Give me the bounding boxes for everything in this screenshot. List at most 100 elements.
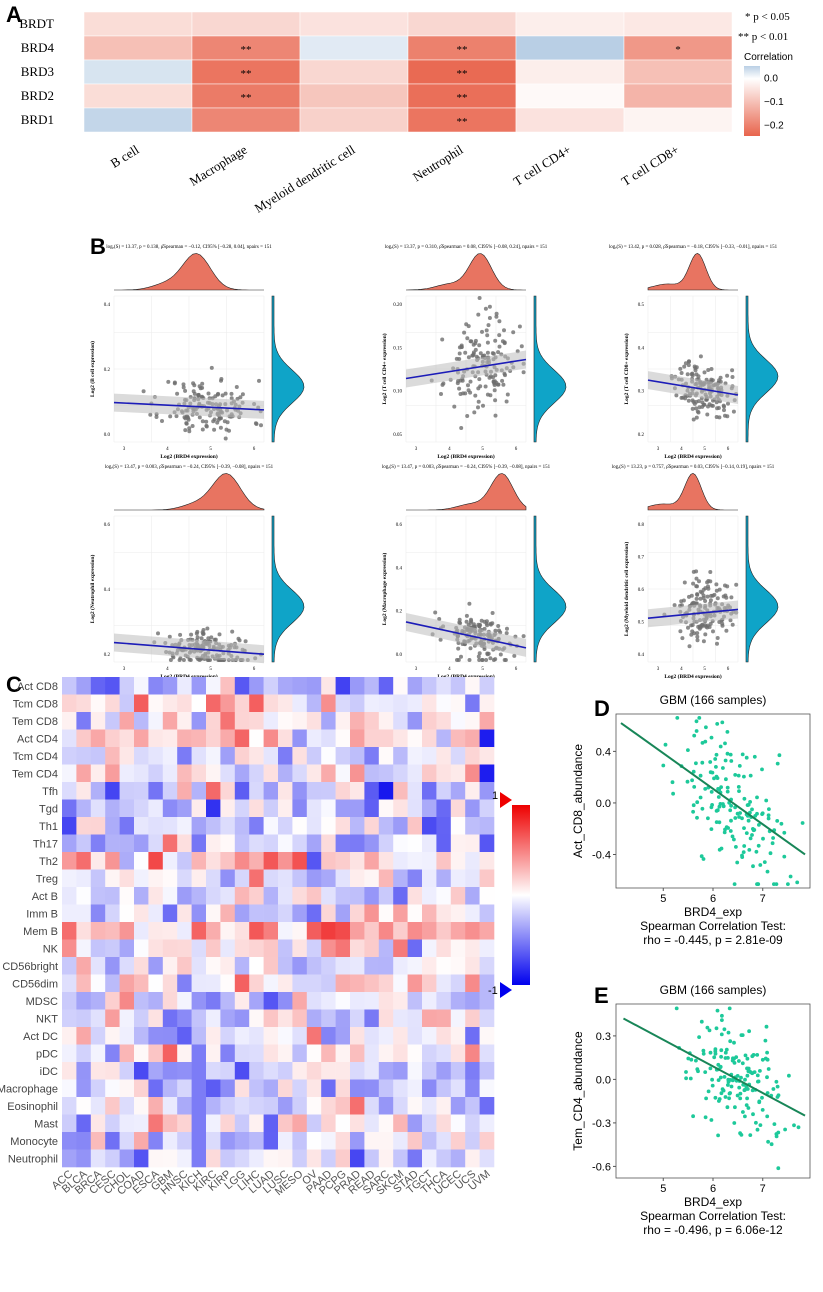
- b-data-point: [195, 629, 200, 634]
- c-heat-cell: [350, 1079, 365, 1098]
- c-heat-cell: [134, 729, 149, 748]
- e-fit-line: [622, 1017, 806, 1117]
- c-heat-cell: [450, 834, 466, 853]
- c-heat-cell: [234, 1044, 250, 1063]
- c-heat-cell: [436, 1062, 452, 1080]
- e-x-tick: 5: [660, 1183, 666, 1195]
- c-heat-cell: [119, 922, 135, 940]
- c-heat-cell: [177, 869, 192, 888]
- b-data-point: [209, 635, 214, 640]
- c-heat-cell: [465, 1027, 480, 1045]
- c-row-label: Tgd: [39, 804, 58, 816]
- c-heat-cell: [479, 799, 495, 818]
- c-heat-cell: [105, 1114, 120, 1133]
- c-heat-cell: [378, 817, 394, 835]
- b-data-point: [465, 414, 470, 418]
- d-y-tick: -0.4: [592, 849, 611, 861]
- b-data-point: [240, 392, 245, 397]
- d-data-point: [748, 773, 753, 778]
- b-data-point: [257, 378, 261, 383]
- c-heat-cell: [220, 677, 236, 695]
- c-heat-cell: [148, 1132, 164, 1150]
- c-heat-cell: [393, 1044, 408, 1063]
- panel-label-d: D: [594, 696, 610, 721]
- d-y-tick: 0.4: [596, 746, 611, 758]
- a-heat-cell: [83, 11, 193, 37]
- c-heat-cell: [465, 1149, 480, 1168]
- d-data-point: [740, 816, 744, 821]
- b-y-tick: 0.4: [104, 588, 111, 593]
- b-data-point: [493, 398, 498, 403]
- c-heat-cell: [234, 817, 250, 835]
- c-heat-cell: [292, 817, 308, 835]
- d-data-point: [775, 819, 780, 823]
- c-heat-cell: [422, 782, 437, 800]
- c-heat-cell: [278, 992, 293, 1010]
- c-heat-cell: [119, 799, 135, 818]
- c-heat-cell: [162, 992, 178, 1010]
- b-data-point: [715, 596, 720, 601]
- b-y-tick: 0.4: [638, 346, 645, 351]
- b-data-point: [503, 373, 507, 378]
- c-heat-cell: [422, 887, 437, 905]
- b-data-point: [215, 392, 220, 397]
- b-x-tick: 4: [448, 667, 451, 672]
- panel-label-b: B: [90, 234, 106, 259]
- c-heat-cell: [119, 1009, 135, 1028]
- b-data-point: [456, 658, 461, 662]
- c-heat-cell: [119, 1114, 135, 1133]
- c-heat-cell: [436, 712, 452, 730]
- c-heat-cell: [450, 922, 466, 940]
- c-heat-cell: [450, 712, 466, 730]
- a-col-label: B cell: [108, 142, 142, 171]
- b-data-point: [441, 381, 446, 386]
- e-data-point: [721, 1088, 726, 1093]
- c-heat-cell: [306, 1044, 322, 1063]
- c-heat-cell: [105, 992, 120, 1010]
- c-heat-cell: [191, 817, 207, 835]
- c-heat-cell: [278, 887, 293, 905]
- c-heat-cell: [162, 974, 178, 993]
- d-data-point: [732, 837, 736, 842]
- c-heat-cell: [407, 712, 423, 730]
- e-data-point: [776, 1166, 781, 1171]
- c-heat-cell: [206, 834, 221, 853]
- e-data-point: [715, 1008, 720, 1013]
- c-heat-cell: [105, 1044, 120, 1063]
- d-data-point: [728, 752, 733, 757]
- c-heat-cell: [378, 852, 394, 870]
- c-heat-cell: [350, 852, 365, 870]
- e-data-point: [723, 1050, 728, 1055]
- c-heat-cell: [292, 1044, 308, 1063]
- c-heat-cell: [76, 1044, 92, 1063]
- c-heat-cell: [364, 1079, 380, 1098]
- c-heat-cell: [62, 922, 77, 940]
- c-heat-cell: [350, 729, 365, 748]
- b-data-point: [686, 363, 691, 368]
- c-heat-cell: [177, 694, 192, 713]
- c-heat-cell: [90, 1027, 106, 1045]
- c-heat-cell: [249, 869, 264, 888]
- c-heat-cell: [393, 974, 408, 993]
- c-heat-cell: [393, 869, 408, 888]
- b-data-point: [694, 576, 699, 581]
- c-heat-cell: [350, 817, 365, 835]
- c-heat-cell: [479, 747, 495, 765]
- b-data-point: [696, 624, 701, 629]
- c-heat-cell: [436, 992, 452, 1010]
- e-data-point: [720, 1013, 724, 1018]
- d-data-point: [692, 733, 697, 738]
- b-data-point: [167, 634, 172, 639]
- c-heat-cell: [234, 1114, 250, 1133]
- c-heat-cell: [422, 992, 437, 1010]
- b-data-point: [468, 646, 473, 651]
- b-data-point: [696, 410, 701, 415]
- c-heat-cell: [62, 904, 77, 923]
- c-heat-cell: [263, 939, 279, 958]
- c-heat-cell: [450, 904, 466, 923]
- c-heat-cell: [465, 992, 480, 1010]
- c-heat-cell: [306, 694, 322, 713]
- c-heat-cell: [364, 974, 380, 993]
- c-heat-cell: [220, 1009, 236, 1028]
- c-heat-cell: [450, 1009, 466, 1028]
